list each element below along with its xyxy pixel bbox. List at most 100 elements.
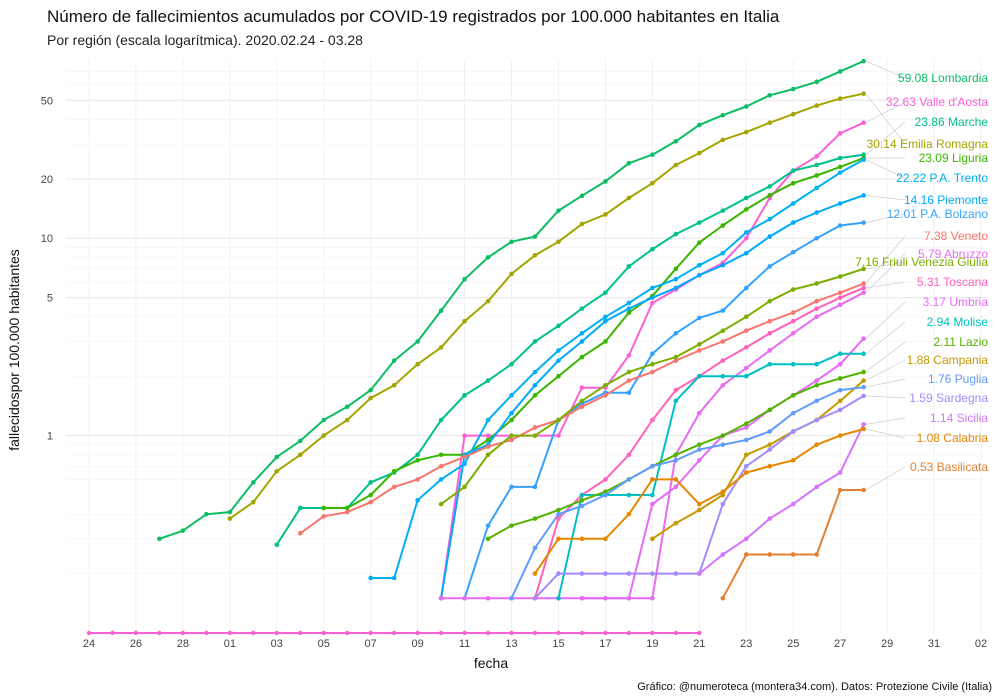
data-point bbox=[861, 393, 866, 399]
data-point bbox=[509, 595, 514, 601]
data-point bbox=[204, 511, 209, 517]
data-point bbox=[180, 630, 186, 636]
data-point bbox=[790, 287, 796, 292]
data-point bbox=[415, 452, 420, 458]
data-point bbox=[415, 339, 420, 344]
data-point bbox=[650, 477, 655, 482]
data-point bbox=[626, 511, 632, 517]
label-connector bbox=[865, 60, 906, 79]
data-point bbox=[251, 480, 256, 485]
data-point bbox=[509, 484, 514, 490]
x-tick-label: 28 bbox=[177, 638, 189, 650]
data-point bbox=[603, 595, 608, 601]
data-point bbox=[743, 285, 749, 291]
data-point bbox=[532, 545, 538, 551]
data-point bbox=[509, 630, 514, 636]
data-point bbox=[415, 361, 420, 367]
y-tick-label: 20 bbox=[41, 174, 53, 186]
data-point bbox=[415, 630, 420, 636]
data-point bbox=[650, 246, 655, 252]
data-point bbox=[814, 484, 819, 490]
data-point bbox=[837, 69, 843, 74]
data-point bbox=[697, 315, 702, 321]
data-point bbox=[697, 410, 702, 416]
data-point bbox=[767, 361, 773, 367]
data-point bbox=[790, 180, 796, 186]
data-point bbox=[650, 571, 655, 576]
data-point bbox=[603, 571, 608, 576]
data-point bbox=[603, 339, 608, 344]
data-point bbox=[157, 630, 162, 636]
data-point bbox=[790, 168, 796, 173]
data-point bbox=[438, 595, 444, 601]
data-point bbox=[227, 516, 233, 521]
data-point bbox=[767, 552, 773, 557]
x-tick-label: 31 bbox=[928, 638, 940, 650]
data-point bbox=[790, 201, 796, 206]
data-point bbox=[579, 630, 585, 636]
data-point bbox=[743, 328, 749, 334]
y-tick-label: 5 bbox=[47, 293, 53, 305]
data-point bbox=[415, 457, 420, 463]
data-point bbox=[485, 255, 491, 260]
data-point bbox=[485, 452, 491, 458]
data-point bbox=[462, 433, 467, 438]
data-point bbox=[861, 426, 866, 432]
data-point bbox=[297, 530, 303, 536]
data-point bbox=[814, 382, 819, 388]
data-point bbox=[861, 384, 866, 390]
data-point bbox=[673, 571, 679, 576]
data-point bbox=[274, 542, 280, 548]
x-tick-label: 25 bbox=[787, 638, 799, 650]
data-point bbox=[344, 417, 350, 423]
label-connector bbox=[865, 93, 906, 145]
data-point bbox=[697, 272, 702, 278]
data-point bbox=[673, 477, 679, 482]
data-point bbox=[673, 276, 679, 282]
data-point bbox=[720, 328, 726, 334]
data-point bbox=[673, 231, 679, 237]
data-point bbox=[532, 382, 538, 388]
data-point bbox=[767, 318, 773, 324]
data-point bbox=[720, 489, 726, 494]
data-point bbox=[790, 393, 796, 398]
data-point bbox=[532, 571, 538, 576]
series-label-piemonte: 14.16 Piemonte bbox=[904, 193, 988, 207]
data-point bbox=[720, 262, 726, 268]
data-point bbox=[321, 505, 327, 511]
data-point bbox=[861, 285, 866, 291]
x-tick-label: 15 bbox=[552, 638, 564, 650]
data-point bbox=[861, 290, 866, 295]
label-connector bbox=[865, 417, 906, 425]
data-point bbox=[767, 264, 773, 269]
data-point bbox=[485, 523, 491, 528]
series-label-lombardia: 59.08 Lombardia bbox=[898, 71, 988, 85]
series-label-umbria: 3.17 Umbria bbox=[923, 295, 989, 309]
series-line-campania bbox=[651, 379, 865, 540]
data-point bbox=[837, 302, 843, 308]
data-point bbox=[861, 369, 866, 375]
data-point bbox=[579, 193, 585, 199]
data-point bbox=[556, 630, 561, 636]
data-point bbox=[603, 477, 608, 482]
data-point bbox=[391, 358, 397, 363]
data-point bbox=[767, 193, 773, 198]
data-point bbox=[837, 170, 843, 175]
series-label-calabria: 1.08 Calabria bbox=[917, 431, 989, 445]
data-point bbox=[743, 235, 749, 241]
data-point bbox=[790, 220, 796, 225]
data-point bbox=[743, 230, 749, 235]
data-point bbox=[603, 290, 608, 295]
data-point bbox=[837, 470, 843, 475]
data-point bbox=[626, 477, 632, 482]
label-connector bbox=[865, 235, 906, 284]
data-point bbox=[814, 154, 819, 159]
chart-title: Número de fallecimientos acumulados por … bbox=[47, 7, 780, 26]
data-point bbox=[861, 120, 866, 125]
data-point bbox=[743, 552, 749, 557]
x-tick-label: 26 bbox=[130, 638, 142, 650]
data-point bbox=[650, 361, 655, 367]
data-point bbox=[391, 382, 397, 388]
data-point bbox=[650, 285, 655, 291]
data-point bbox=[509, 239, 514, 245]
